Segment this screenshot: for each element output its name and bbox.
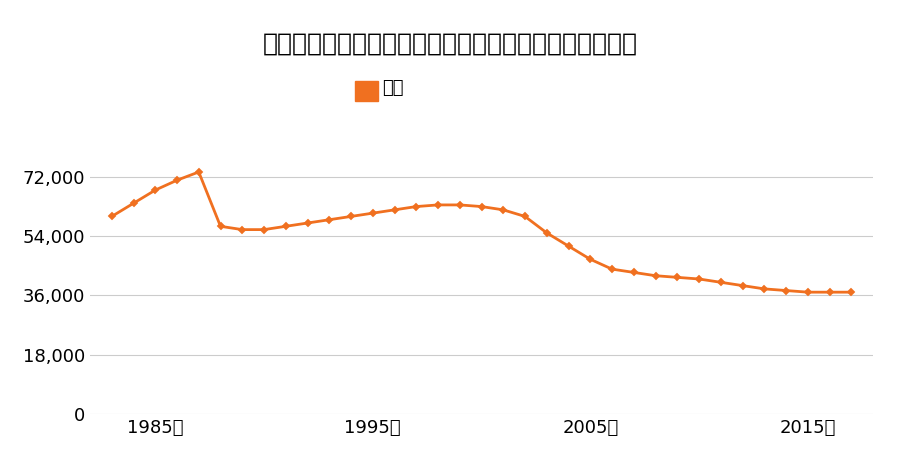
Text: 価格: 価格 [382, 79, 404, 97]
Text: 福岡県北九州市門司区清滝３丁目１２番１３の地価推移: 福岡県北九州市門司区清滝３丁目１２番１３の地価推移 [263, 32, 637, 55]
